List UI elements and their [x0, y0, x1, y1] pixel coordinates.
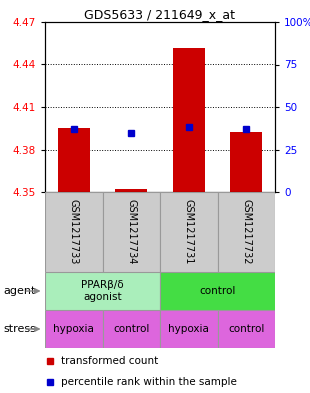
Bar	[45, 310, 103, 348]
Text: hypoxia: hypoxia	[53, 324, 94, 334]
Text: agent: agent	[3, 286, 35, 296]
Bar	[160, 310, 218, 348]
Text: GSM1217734: GSM1217734	[126, 199, 136, 265]
Text: control: control	[199, 286, 236, 296]
Bar	[160, 192, 218, 272]
Text: control: control	[113, 324, 149, 334]
Bar	[103, 310, 160, 348]
Bar	[58, 128, 90, 192]
Bar	[160, 272, 275, 310]
Text: GDS5633 / 211649_x_at: GDS5633 / 211649_x_at	[85, 8, 236, 21]
Bar	[173, 48, 205, 192]
Bar	[218, 310, 275, 348]
Text: GSM1217731: GSM1217731	[184, 199, 194, 265]
Bar	[115, 189, 147, 192]
Bar	[45, 192, 103, 272]
Bar	[103, 192, 160, 272]
Text: control: control	[228, 324, 264, 334]
Text: percentile rank within the sample: percentile rank within the sample	[61, 377, 237, 387]
Text: GSM1217733: GSM1217733	[69, 199, 79, 265]
Text: hypoxia: hypoxia	[168, 324, 209, 334]
Text: PPARβ/δ
agonist: PPARβ/δ agonist	[81, 280, 124, 302]
Text: stress: stress	[3, 324, 36, 334]
Bar	[45, 272, 160, 310]
Bar	[218, 192, 275, 272]
Text: GSM1217732: GSM1217732	[241, 199, 251, 265]
Text: transformed count: transformed count	[61, 356, 158, 366]
Bar	[230, 132, 262, 192]
